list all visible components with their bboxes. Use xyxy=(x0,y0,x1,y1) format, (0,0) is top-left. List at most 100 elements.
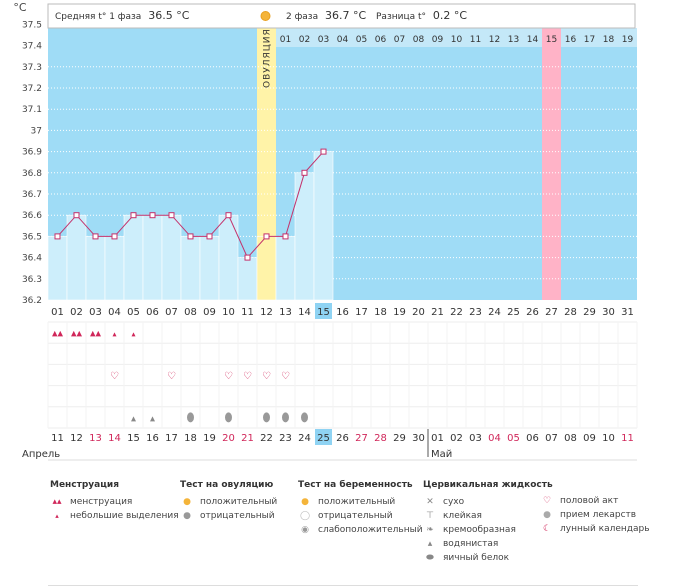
temperature-point xyxy=(168,212,175,219)
legend-ovulation-test: Тест на овуляцию ● положительный ● отрицат… xyxy=(180,480,277,523)
cross-icon: ✕ xyxy=(426,497,434,507)
temperature-point xyxy=(263,233,270,240)
heart-icon: ♡ xyxy=(542,496,552,506)
cycle-day-label: 10 xyxy=(222,307,235,318)
y-axis-unit: °C xyxy=(13,1,27,14)
calendar-date-label: 02 xyxy=(450,433,463,444)
calendar-date-label: 08 xyxy=(564,433,577,444)
calendar-date-label: 13 xyxy=(89,433,102,444)
y-tick-label: 36.6 xyxy=(22,211,42,221)
cycle-day-label: 02 xyxy=(70,307,83,318)
cycle-day-label: 19 xyxy=(393,307,406,318)
egg-white-icon xyxy=(225,412,232,423)
spotting-icon: ▴ xyxy=(112,330,116,339)
temperature-column xyxy=(237,257,258,301)
heart-icon: ♡ xyxy=(281,371,290,382)
test-positive-icon: ● xyxy=(301,497,309,507)
temperature-point xyxy=(73,212,80,219)
temperature-column xyxy=(313,151,334,301)
test-negative-icon: ◯ xyxy=(299,511,311,521)
legend-item: половой акт xyxy=(560,496,619,506)
temperature-column xyxy=(294,172,315,301)
phase2-day-label: 11 xyxy=(470,35,481,45)
temperature-column xyxy=(85,236,106,301)
cycle-day-label: 29 xyxy=(583,307,596,318)
calendar-date-label: 20 xyxy=(222,433,235,444)
temperature-column xyxy=(218,214,239,301)
heart-icon: ♡ xyxy=(262,371,271,382)
cycle-day-label: 18 xyxy=(374,307,387,318)
cycle-day-label: 20 xyxy=(412,307,425,318)
footer-divider xyxy=(48,585,638,586)
calendar-date-label: 01 xyxy=(431,433,444,444)
calendar-date-label: 11 xyxy=(51,433,64,444)
y-tick-label: 36.3 xyxy=(22,275,42,285)
diff-value: 0.2 °C xyxy=(433,9,467,22)
legend-item: клейкая xyxy=(443,511,482,521)
legend-item: сухо xyxy=(443,497,465,507)
calendar-date-label: 26 xyxy=(336,433,349,444)
phase2-day-label: 16 xyxy=(565,35,577,45)
calendar-date-label: 04 xyxy=(488,433,501,444)
calendar-date-label: 18 xyxy=(184,433,197,444)
phase2-day-label: 13 xyxy=(508,35,519,45)
phase2-day-label: 03 xyxy=(318,35,329,45)
menstruation-icon: ▴▴ xyxy=(90,327,102,340)
phase2-day-label: 15 xyxy=(546,35,557,45)
phase2-day-label: 09 xyxy=(432,35,444,45)
cycle-day-label: 08 xyxy=(184,307,197,318)
cream-icon: ❧ xyxy=(426,525,434,535)
cycle-day-label: 17 xyxy=(355,307,368,318)
temperature-point xyxy=(187,233,194,240)
phase2-day-label: 07 xyxy=(394,35,405,45)
legend-item: водянистая xyxy=(443,539,499,549)
phase2-label: 2 фаза xyxy=(286,12,318,22)
month-label: Апрель xyxy=(22,449,60,460)
phase2-day-label: 19 xyxy=(622,35,634,45)
calendar-date-label: 03 xyxy=(469,433,482,444)
cycle-day-label: 09 xyxy=(203,307,216,318)
temperature-point xyxy=(206,233,213,240)
sticky-icon: ⊤ xyxy=(426,511,434,521)
y-tick-label: 37.3 xyxy=(22,63,42,73)
watery-drop-icon: ▴ xyxy=(427,539,433,549)
cycle-day-label: 07 xyxy=(165,307,178,318)
legend-item: небольшие выделения xyxy=(70,511,179,521)
drop-big-icon: ▴▴ xyxy=(52,497,62,507)
calendar-date-label: 06 xyxy=(526,433,539,444)
calendar-date-label: 25 xyxy=(317,433,330,444)
legend-other: ♡ половой акт ● прием лекарств ☾ лунный кал… xyxy=(540,494,650,536)
calendar-date-label: 07 xyxy=(545,433,558,444)
month-label: Май xyxy=(431,449,452,460)
egg-white-icon: ⬬ xyxy=(426,553,434,563)
egg-white-icon xyxy=(301,412,308,423)
heart-icon: ♡ xyxy=(224,371,233,382)
spotting-icon: ▴ xyxy=(131,330,135,339)
calendar-date-label: 30 xyxy=(412,433,425,444)
phase2-day-label: 06 xyxy=(375,35,387,45)
legend-title: Менструация xyxy=(50,480,119,490)
egg-white-icon xyxy=(263,412,270,423)
y-tick-label: 37.2 xyxy=(22,84,42,94)
heart-icon: ♡ xyxy=(110,371,119,382)
legend-item: отрицательный xyxy=(200,511,275,521)
moon-icon: ☾ xyxy=(542,524,552,534)
temperature-point xyxy=(149,212,156,219)
drop-small-icon: ▴ xyxy=(55,512,59,520)
phase2-day-label: 02 xyxy=(299,35,310,45)
temperature-column xyxy=(256,236,277,301)
temperature-point xyxy=(54,233,61,240)
calendar-date-label: 14 xyxy=(108,433,121,444)
sun-icon xyxy=(260,11,271,21)
cycle-day-label: 13 xyxy=(279,307,292,318)
temperature-column xyxy=(180,236,201,301)
cycle-day-label: 15 xyxy=(317,307,330,318)
header-box xyxy=(47,3,636,29)
current-day-highlight xyxy=(315,303,332,319)
phase1-label: Средняя t° 1 фаза xyxy=(55,12,141,22)
calendar-date-label: 11 xyxy=(621,433,634,444)
cycle-day-label: 12 xyxy=(260,307,273,318)
cycle-day-label: 24 xyxy=(488,307,501,318)
calendar-date-label: 21 xyxy=(241,433,254,444)
cycle-day-label: 21 xyxy=(431,307,444,318)
